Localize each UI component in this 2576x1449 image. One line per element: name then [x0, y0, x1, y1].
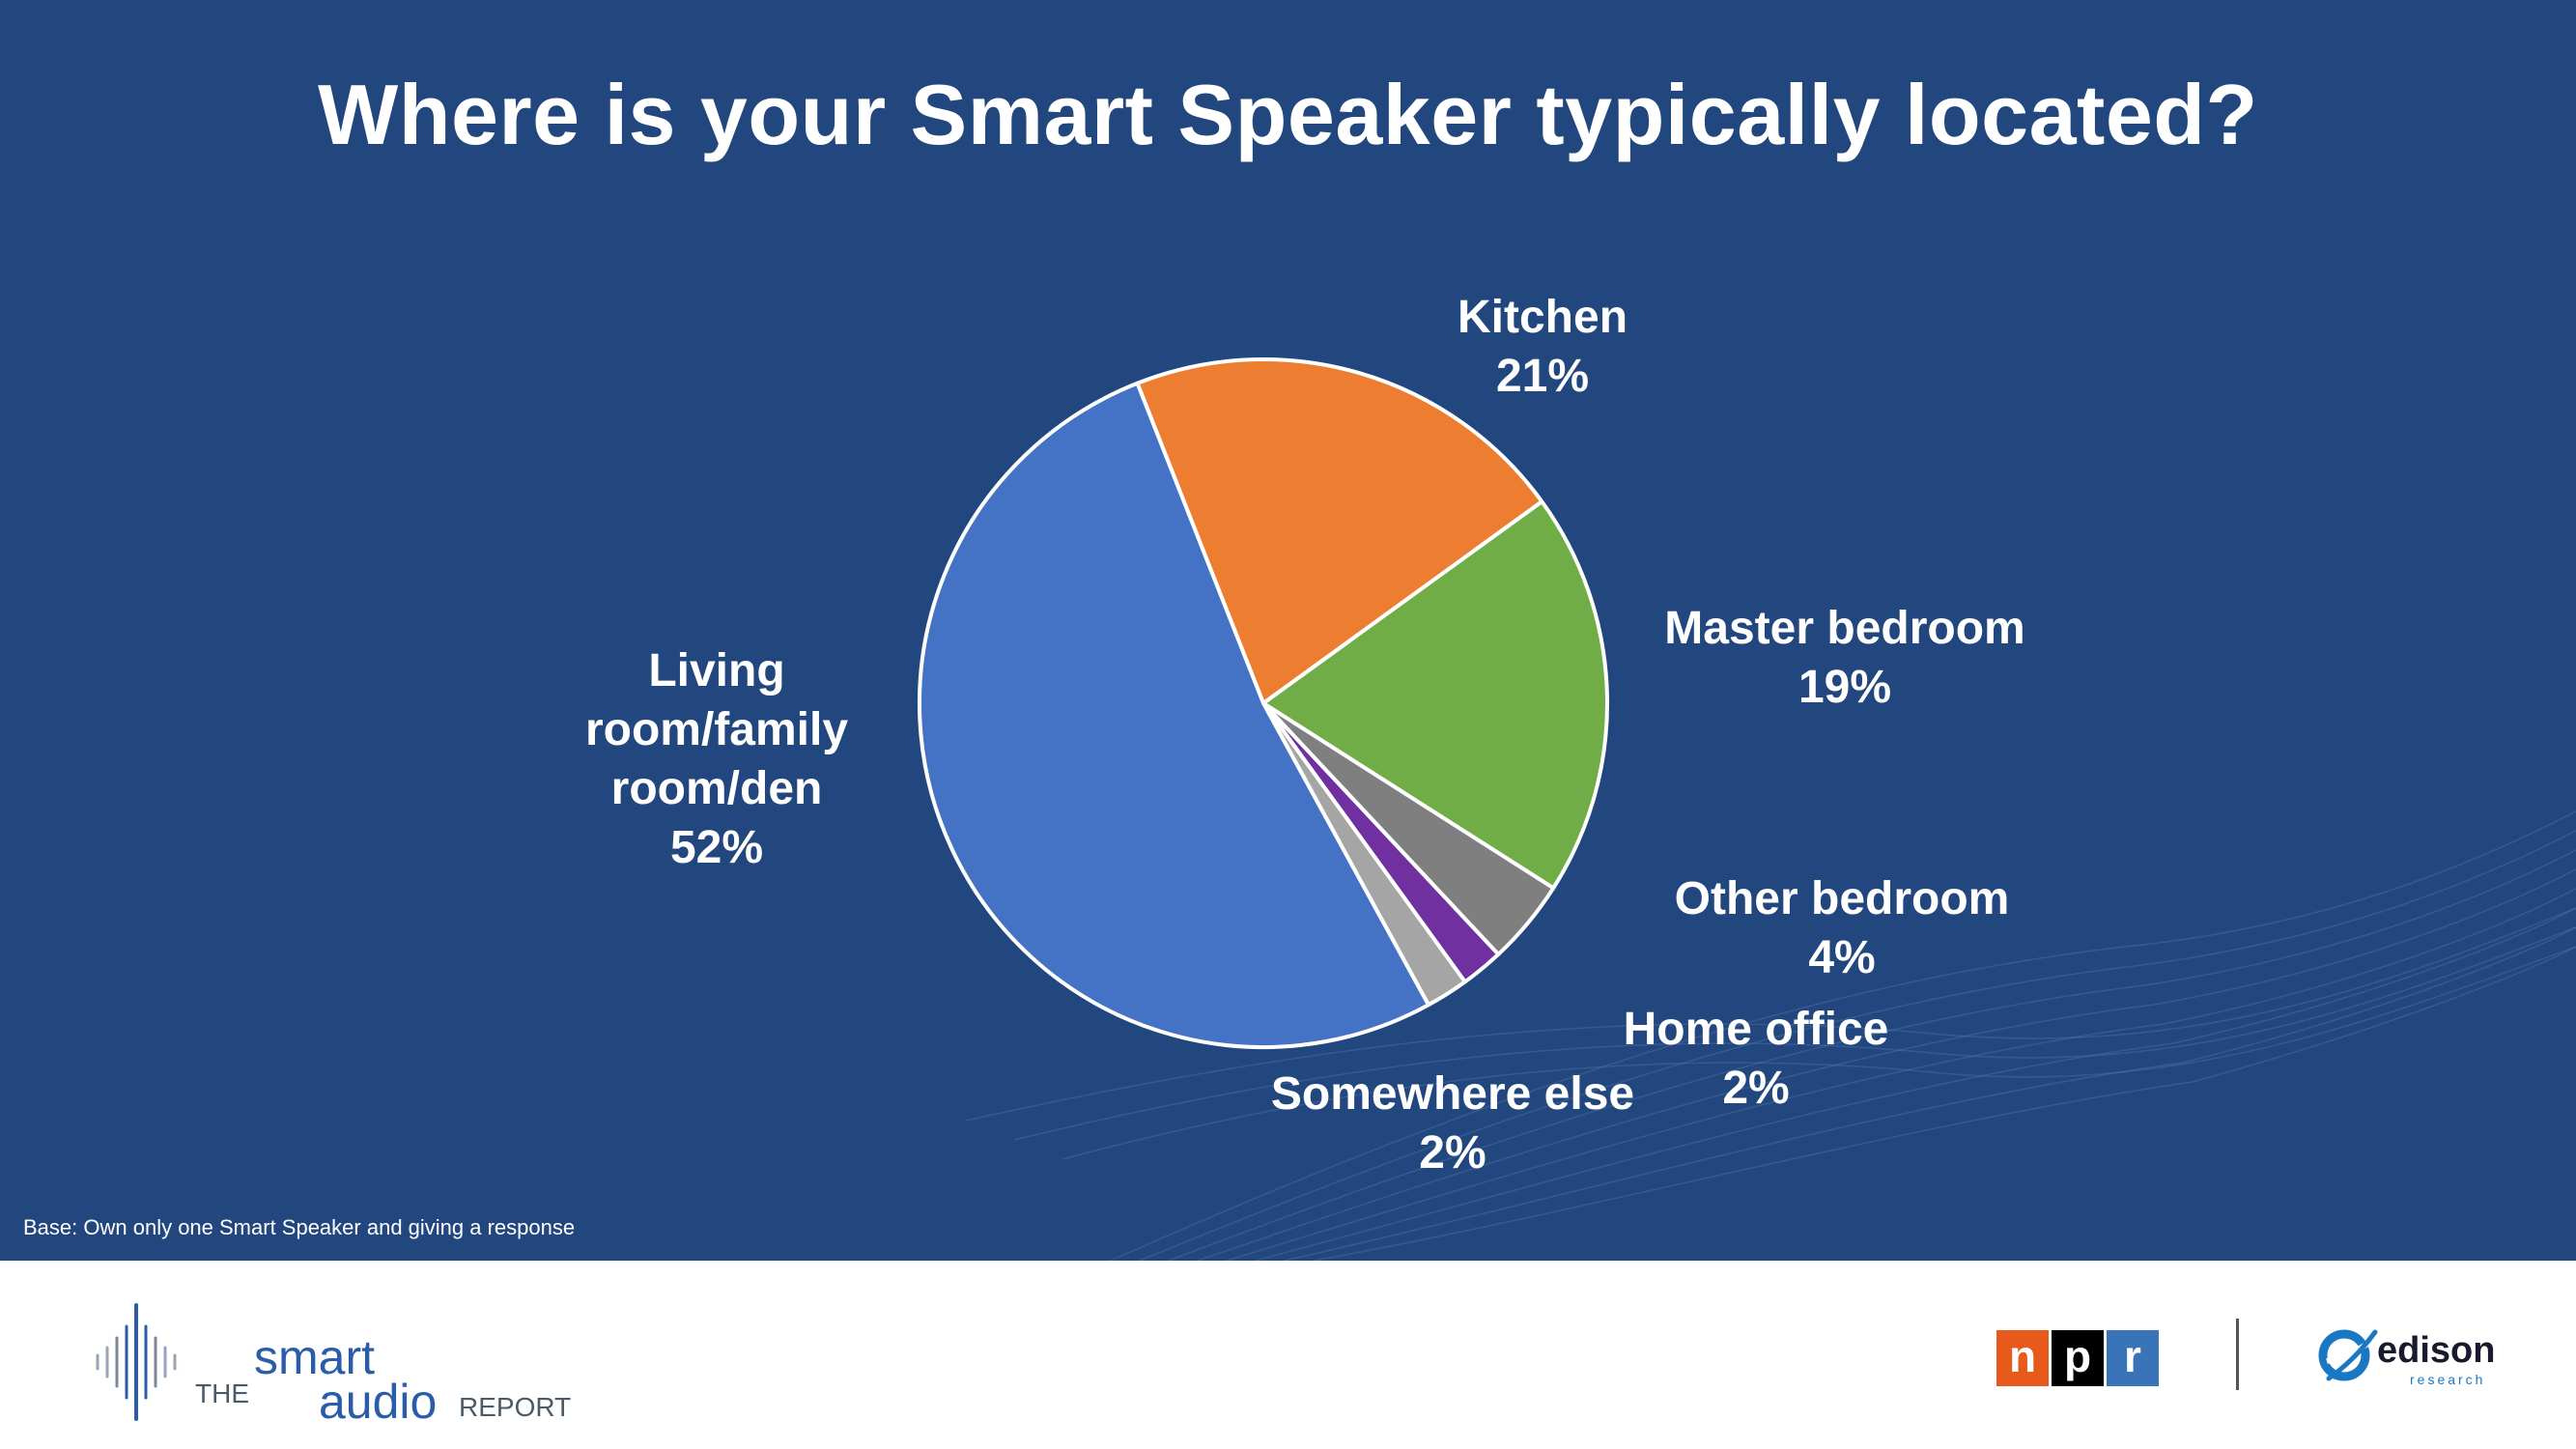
- logo-text-smart: smart: [254, 1330, 375, 1384]
- slice-label-other-bedroom: Other bedroom 4%: [1675, 869, 2010, 987]
- edison-wordmark: edison: [2377, 1330, 2496, 1371]
- slice-name: Kitchen: [1457, 292, 1628, 343]
- pie-slice-master-bedroom: [1261, 499, 1609, 891]
- logo-text-audio: audio: [319, 1375, 438, 1429]
- slice-value: 2%: [1419, 1127, 1486, 1179]
- pie-slice-kitchen: [1135, 357, 1544, 705]
- npr-letter-r: r: [2107, 1330, 2159, 1386]
- slice-label-somewhere-else: Somewhere else 2%: [1271, 1065, 1634, 1182]
- edison-research-logo: edison research: [2313, 1319, 2497, 1396]
- edison-swirl-icon: [2318, 1329, 2378, 1381]
- slice-value: 4%: [1808, 932, 1876, 983]
- pie-chart: [917, 357, 1609, 1049]
- slice-name-line: room/den: [610, 763, 823, 814]
- npr-letter-p: p: [2052, 1330, 2104, 1386]
- logo-divider: [2236, 1319, 2239, 1390]
- slice-label-home-office: Home office 2%: [1624, 1000, 1889, 1118]
- slice-value: 52%: [669, 822, 764, 873]
- slice-value: 2%: [1722, 1063, 1790, 1114]
- sound-wave-icon: [96, 1303, 177, 1421]
- slice-name: Home office: [1623, 1004, 1889, 1055]
- slice-value: 21%: [1495, 351, 1590, 402]
- slice-label-master-bedroom: Master bedroom 19%: [1664, 599, 2024, 717]
- edison-subtext: research: [2410, 1372, 2486, 1387]
- logo-text-the: THE: [195, 1378, 249, 1408]
- slice-name: Somewhere else: [1270, 1068, 1635, 1120]
- slice-label-kitchen: Kitchen 21%: [1458, 288, 1628, 406]
- slice-value: 19%: [1798, 662, 1892, 713]
- slice-label-living-room: Living room/family room/den 52%: [585, 641, 848, 877]
- pie-slice-living-room-family-room-den: [917, 381, 1430, 1049]
- slice-name: Other bedroom: [1674, 873, 2010, 924]
- slice-name-line: room/family: [584, 704, 849, 755]
- logo-text-report: REPORT: [459, 1392, 572, 1422]
- slice-name-line: Living: [648, 645, 785, 696]
- footer: THE smart audio REPORT n p r edison rese…: [0, 1261, 2576, 1449]
- chart-title: Where is your Smart Speaker typically lo…: [318, 67, 2258, 162]
- base-note: Base: Own only one Smart Speaker and giv…: [23, 1215, 576, 1239]
- slice-name: Master bedroom: [1664, 603, 2025, 654]
- decorative-waves: [965, 810, 2576, 1261]
- npr-letter-n: n: [1996, 1330, 2049, 1386]
- smart-audio-report-logo: THE smart audio REPORT: [92, 1299, 594, 1429]
- slide-background: Where is your Smart Speaker typically lo…: [0, 0, 2576, 1261]
- npr-logo: n p r: [1996, 1330, 2161, 1386]
